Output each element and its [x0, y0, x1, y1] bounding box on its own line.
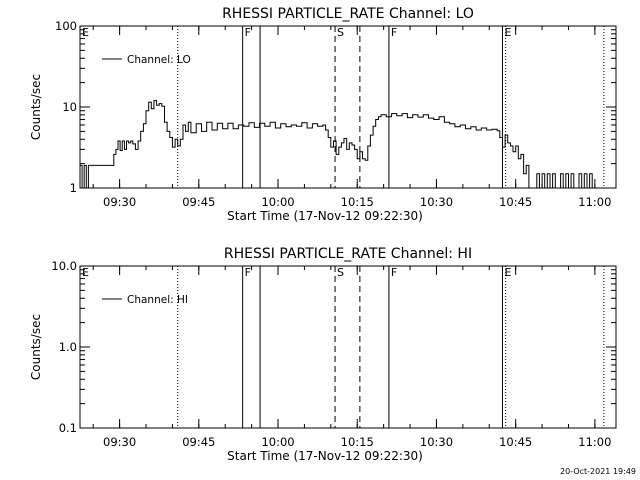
- x-axis-label: Start Time (17-Nov-12 09:22:30): [227, 449, 423, 463]
- marker-label: F: [245, 26, 251, 39]
- x-tick-label: 10:15: [341, 195, 374, 209]
- y-axis-label: Counts/sec: [29, 74, 43, 140]
- marker-label: E: [82, 26, 89, 39]
- marker-label: F: [391, 266, 397, 279]
- marker-label: S: [337, 26, 344, 39]
- x-tick-label: 10:15: [341, 435, 374, 449]
- chart-panel-1: RHESSI PARTICLE_RATE Channel: LO E F S F E 1 10…: [29, 6, 617, 223]
- x-tick-label: 10:45: [499, 195, 532, 209]
- plot-frame: [79, 265, 617, 429]
- x-tick-label: 10:30: [420, 435, 453, 449]
- marker-label: S: [337, 266, 344, 279]
- x-tick-label: 09:45: [182, 435, 215, 449]
- y-tick-label: 1: [70, 181, 77, 195]
- marker-label: E: [504, 26, 511, 39]
- y-tick-label: 1.0: [59, 340, 77, 354]
- plot-timestamp: 20-Oct-2021 19:49: [560, 467, 636, 476]
- y-axis-label: Counts/sec: [29, 314, 43, 380]
- chart-title: RHESSI PARTICLE_RATE Channel: HI: [224, 246, 472, 262]
- x-tick-label: 10:00: [261, 435, 294, 449]
- x-tick-label: 09:30: [103, 195, 136, 209]
- marker-label: F: [245, 266, 251, 279]
- marker-label: F: [391, 26, 397, 39]
- x-tick-label: 09:30: [103, 435, 136, 449]
- marker-label: E: [82, 266, 89, 279]
- chart-panel-2: RHESSI PARTICLE_RATE Channel: HI E F S F E 0.1…: [29, 246, 617, 463]
- plot-frame: [79, 25, 617, 189]
- x-tick-label: 10:30: [420, 195, 453, 209]
- y-tick-label: 10: [62, 100, 77, 114]
- series-line: [80, 100, 593, 189]
- y-tick-label: 10.0: [51, 259, 77, 273]
- marker-label: E: [504, 266, 511, 279]
- x-tick-label: 10:00: [261, 195, 294, 209]
- legend-label: Channel: LO: [127, 54, 191, 66]
- x-tick-label: 09:45: [182, 195, 215, 209]
- x-axis-label: Start Time (17-Nov-12 09:22:30): [227, 209, 423, 223]
- x-tick-label: 11:00: [578, 195, 611, 209]
- chart-title: RHESSI PARTICLE_RATE Channel: LO: [222, 6, 474, 22]
- legend-label: Channel: HI: [127, 294, 188, 306]
- x-tick-label: 11:00: [578, 435, 611, 449]
- x-tick-label: 10:45: [499, 435, 532, 449]
- y-tick-label: 0.1: [59, 421, 77, 435]
- y-tick-label: 100: [55, 19, 77, 33]
